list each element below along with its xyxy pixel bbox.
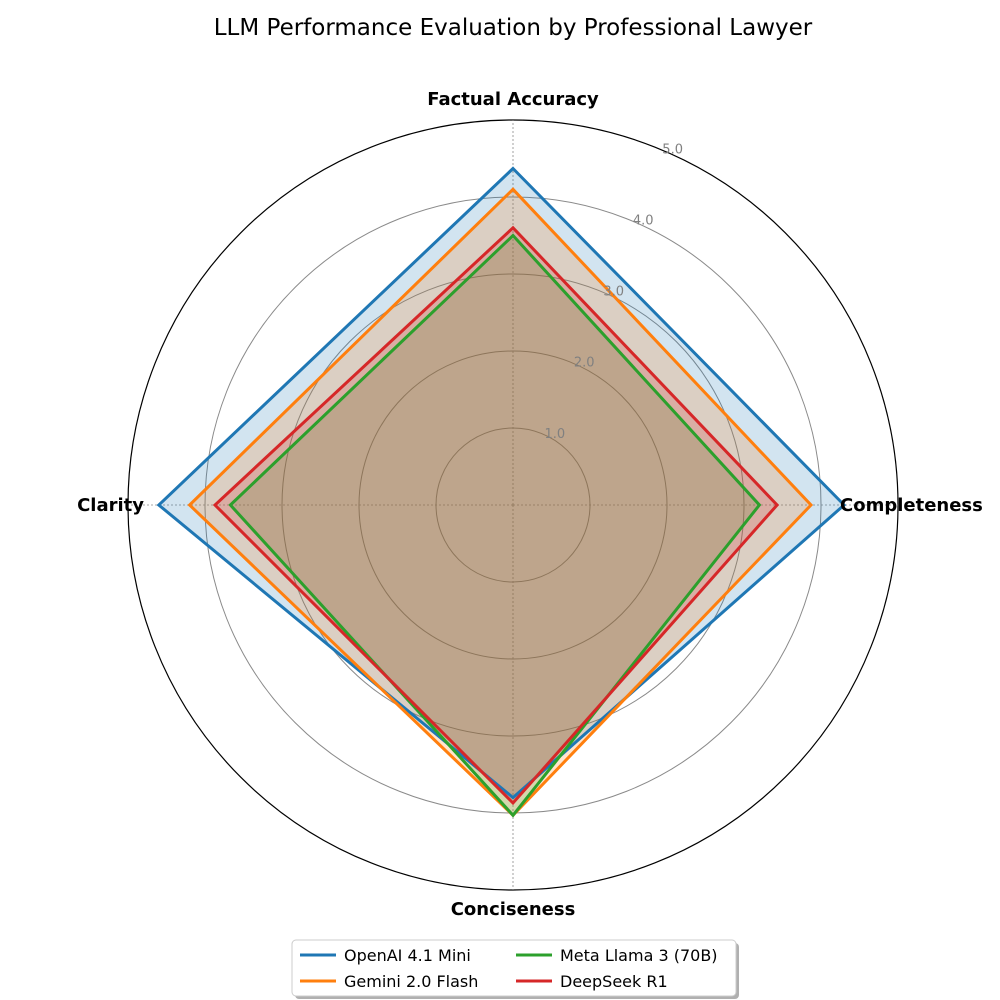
series-line xyxy=(156,166,847,800)
radial-tick-label: 2.0 xyxy=(574,356,595,371)
legend-box xyxy=(291,939,737,997)
radial-tick-label: 5.0 xyxy=(662,142,683,157)
axis-label: Completeness xyxy=(840,495,983,516)
series-line xyxy=(228,233,762,818)
axis-label: Conciseness xyxy=(451,899,576,920)
chart-title: LLM Performance Evaluation by Profession… xyxy=(214,15,813,41)
radar-series xyxy=(156,166,847,818)
series-area xyxy=(189,189,812,816)
radial-tick-label: 3.0 xyxy=(603,285,624,300)
legend-label: DeepSeek R1 xyxy=(560,972,668,991)
axis-label: Clarity xyxy=(77,495,144,516)
axis-label: Factual Accuracy xyxy=(427,89,599,110)
legend-label: Meta Llama 3 (70B) xyxy=(560,946,718,965)
radial-tick-label: 1.0 xyxy=(545,427,566,442)
radial-tick-label: 4.0 xyxy=(633,213,654,228)
legend: OpenAI 4.1 Mini Gemini 2.0 Flash Meta Llam… xyxy=(291,939,739,999)
series-line xyxy=(212,225,780,806)
series-lines xyxy=(156,166,847,818)
radar-labels: Factual Accuracy Completeness Conciseness C… xyxy=(77,89,983,920)
grid-circle xyxy=(281,273,745,737)
legend-label: OpenAI 4.1 Mini xyxy=(344,946,471,965)
series-area xyxy=(215,227,778,804)
series-fills xyxy=(158,168,845,816)
legend-label: Gemini 2.0 Flash xyxy=(344,972,478,991)
